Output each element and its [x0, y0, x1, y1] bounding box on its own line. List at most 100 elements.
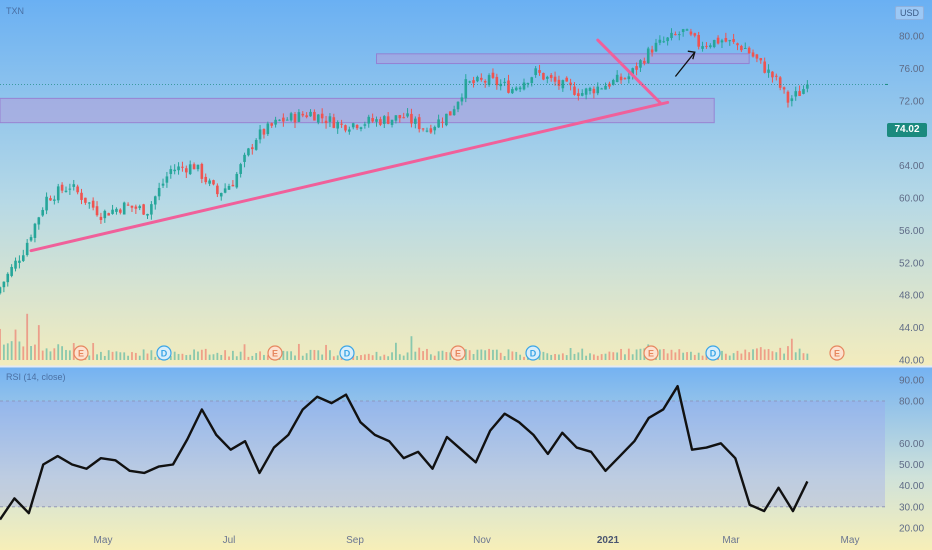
dividend-marker[interactable]: D	[705, 345, 721, 361]
volume-bar	[49, 351, 52, 360]
dividend-marker[interactable]: D	[525, 345, 541, 361]
rsi-band	[0, 401, 885, 507]
candle-body	[600, 88, 603, 90]
volume-bar	[468, 350, 471, 360]
sr-zone-1[interactable]	[0, 97, 715, 124]
candle-body	[64, 190, 68, 192]
candle-body	[6, 273, 10, 283]
candle-body	[95, 206, 99, 216]
candle-body	[91, 200, 95, 208]
volume-bar	[581, 348, 584, 360]
currency-badge[interactable]: USD	[894, 6, 924, 20]
volume-bar	[406, 352, 409, 360]
volume-bar	[41, 350, 44, 360]
price-badge: 74.02	[887, 123, 927, 137]
candle-body	[223, 188, 227, 193]
rsi-axis-tick: 60.00	[899, 439, 924, 450]
volume-bar	[756, 348, 758, 360]
candle-body	[689, 31, 693, 35]
candle-body	[363, 124, 367, 126]
descending-trendline[interactable]	[596, 38, 662, 104]
candle-body	[161, 183, 165, 186]
candle-body	[293, 114, 297, 123]
candle-body	[18, 260, 21, 263]
volume-bar	[123, 352, 126, 360]
earnings-marker[interactable]: E	[73, 345, 89, 361]
candle-body	[340, 123, 343, 125]
candle-body	[262, 129, 266, 135]
candle-body	[701, 46, 704, 49]
volume-bar	[422, 351, 424, 360]
volume-bar	[255, 353, 258, 360]
volume-bar	[732, 353, 735, 360]
volume-bar	[690, 351, 692, 360]
volume-bar	[763, 349, 766, 360]
volume-bar	[569, 348, 572, 360]
candle-body	[119, 209, 122, 213]
candle-body	[771, 71, 774, 78]
volume-bar	[612, 352, 615, 360]
candle-body	[569, 82, 572, 86]
candle-body	[126, 204, 130, 206]
candle-body	[181, 166, 184, 168]
price-axis-tick: 48.00	[899, 291, 924, 302]
breakout-arrow-icon[interactable]	[674, 51, 696, 77]
candle-body	[681, 29, 685, 33]
candle-body	[592, 88, 596, 94]
volume-bar	[790, 338, 793, 360]
volume-bar	[197, 351, 199, 360]
candle-body	[239, 164, 242, 174]
volume-bar	[775, 352, 778, 360]
earnings-marker-label: E	[834, 349, 840, 359]
candle-body	[53, 199, 56, 201]
volume-bar	[146, 353, 149, 360]
volume-bar	[356, 355, 359, 360]
volume-bar	[658, 349, 661, 360]
candle-body	[677, 34, 681, 36]
candle-body	[588, 87, 592, 91]
earnings-marker[interactable]: E	[267, 345, 283, 361]
volume-bar	[402, 355, 405, 360]
volume-bar	[779, 347, 782, 360]
candle-body	[219, 192, 223, 197]
candle-body	[80, 192, 83, 200]
volume-bar	[806, 353, 809, 360]
volume-bar	[22, 346, 25, 360]
price-axis-tick: 52.00	[899, 258, 924, 269]
earnings-marker[interactable]: E	[829, 345, 845, 361]
candle-body	[231, 184, 235, 187]
price-axis-tick: 44.00	[899, 323, 924, 334]
dividend-marker[interactable]: D	[156, 345, 172, 361]
volume-bar	[783, 353, 785, 360]
dividend-marker-circle	[156, 345, 172, 361]
volume-bar	[744, 349, 747, 360]
candle-body	[270, 123, 274, 126]
earnings-marker[interactable]: E	[450, 345, 466, 361]
candle-body	[29, 237, 33, 241]
candle-body	[258, 129, 262, 140]
volume-bar	[627, 348, 630, 360]
candle-body	[49, 198, 52, 201]
candle-body	[433, 126, 437, 131]
candle-body	[794, 91, 798, 97]
candle-body	[782, 87, 786, 90]
sr-zone-2[interactable]	[376, 53, 750, 65]
candle-body	[732, 39, 735, 42]
candle-body	[2, 281, 6, 288]
volume-bar	[107, 350, 110, 360]
volume-bar	[92, 343, 95, 360]
volume-bar	[30, 345, 32, 360]
dividend-marker[interactable]: D	[339, 345, 355, 361]
candle-body	[518, 87, 522, 90]
rsi-line[interactable]	[0, 384, 809, 521]
volume-bar	[592, 354, 595, 360]
volume-bar	[662, 349, 665, 360]
ascending-trendline[interactable]	[29, 100, 670, 253]
date-axis-tick: May	[94, 535, 113, 546]
earnings-marker[interactable]: E	[643, 345, 659, 361]
candle-body	[786, 91, 790, 103]
volume-bar	[383, 354, 386, 360]
volume-bar	[313, 349, 316, 360]
volume-bar	[724, 353, 727, 360]
